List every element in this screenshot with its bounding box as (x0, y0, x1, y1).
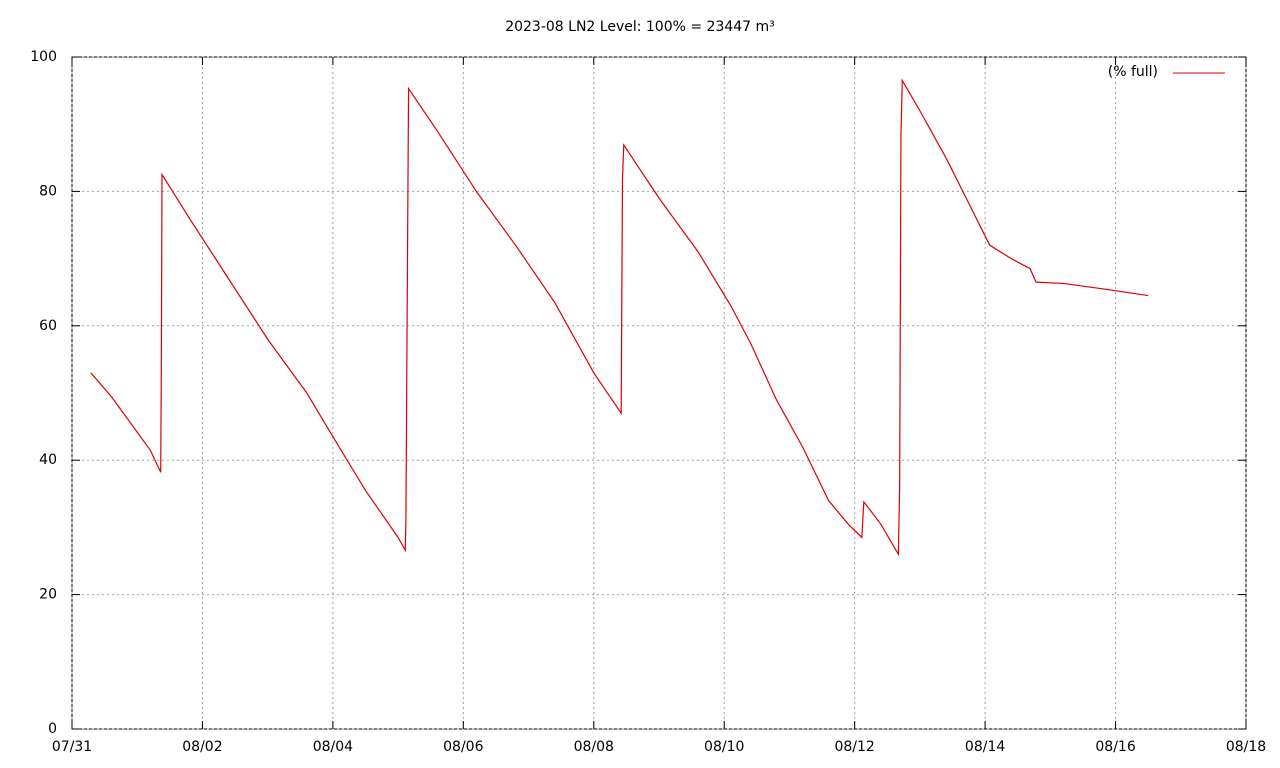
chart-title: 2023-08 LN2 Level: 100% = 23447 m³ (505, 19, 775, 35)
plot (90, 78, 1149, 557)
x-tick-label: 08/08 (574, 739, 614, 755)
y-tick-label: 40 (39, 452, 57, 468)
data-line (90, 78, 1149, 557)
x-tick-label: 08/02 (182, 739, 222, 755)
x-tick-label: 08/18 (1226, 739, 1266, 755)
y-tick-label: 0 (48, 721, 57, 737)
x-tick-label: 08/14 (965, 739, 1005, 755)
y-tick-label: 60 (39, 318, 57, 334)
y-tick-label: 20 (39, 587, 57, 603)
plot-frame (71, 56, 1247, 730)
x-tick-label: 08/04 (313, 739, 353, 755)
x-tick-label: 08/06 (443, 739, 483, 755)
y-tick-label: 100 (30, 49, 57, 65)
grid (71, 56, 1247, 730)
x-tick-label: 08/10 (704, 739, 744, 755)
x-tick-label: 08/12 (834, 739, 874, 755)
legend-label: (% full) (1108, 64, 1158, 80)
y-tick-label: 80 (39, 183, 57, 199)
x-tick-label: 08/16 (1095, 739, 1135, 755)
x-tick-label: 07/31 (52, 739, 92, 755)
